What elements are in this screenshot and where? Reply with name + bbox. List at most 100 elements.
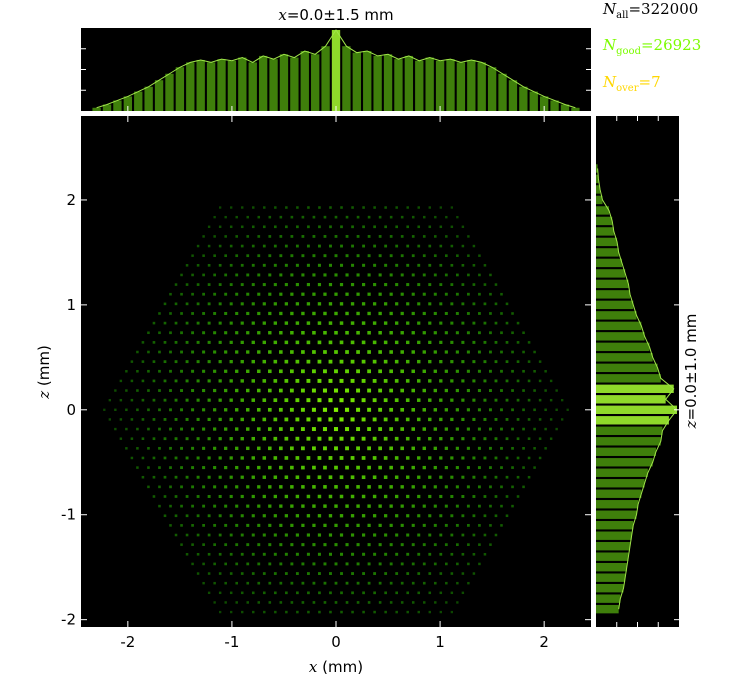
heatmap-spot	[218, 514, 222, 518]
heatmap-spot	[334, 215, 338, 219]
heatmap-spot	[251, 359, 255, 364]
heatmap-spot	[362, 591, 365, 595]
heatmap-spot	[494, 283, 498, 286]
heatmap-spot	[163, 456, 167, 460]
heatmap-spot	[455, 350, 459, 354]
heatmap-spot	[202, 485, 206, 489]
heatmap-spot	[406, 533, 410, 537]
heatmap-spot	[323, 562, 327, 566]
heatmap-spot	[174, 321, 178, 325]
heatmap-spot	[428, 436, 432, 441]
heatmap-spot	[141, 398, 145, 402]
heatmap-spot	[306, 552, 310, 556]
heatmap-spot	[273, 244, 277, 248]
heatmap-spot	[191, 273, 194, 277]
heatmap-spot	[467, 543, 470, 546]
heatmap-spot	[323, 311, 327, 316]
heatmap-spot	[125, 408, 128, 412]
heatmap-spot	[295, 494, 300, 499]
heatmap-spot	[262, 244, 266, 248]
heatmap-spot	[417, 206, 420, 209]
heatmap-spot	[477, 369, 481, 373]
top-histogram-bar	[196, 59, 205, 111]
heatmap-spot	[207, 495, 211, 498]
heatmap-spot	[273, 533, 277, 537]
heatmap-spot	[483, 456, 487, 460]
heatmap-spot	[213, 312, 217, 315]
heatmap-spot	[472, 283, 476, 286]
heatmap-spot	[411, 292, 415, 296]
heatmap-spot	[267, 407, 272, 412]
top-histogram-bar	[373, 55, 382, 111]
heatmap-spot	[278, 388, 283, 393]
heatmap-spot	[240, 321, 244, 325]
heatmap-spot	[439, 398, 443, 402]
x-tick-label: -2	[120, 633, 135, 651]
heatmap-spot	[367, 465, 371, 470]
heatmap-spot	[180, 504, 183, 508]
top-histogram-bar	[487, 67, 497, 111]
heatmap-spot	[334, 446, 338, 451]
heatmap-spot	[202, 543, 205, 546]
heatmap-spot	[455, 292, 459, 296]
heatmap-spot	[306, 340, 311, 345]
heatmap-spot	[394, 436, 399, 441]
right-histogram-bar	[596, 248, 619, 257]
heatmap-spot	[461, 360, 465, 364]
heatmap-spot	[295, 398, 300, 403]
heatmap-spot	[229, 514, 233, 518]
heatmap-spot	[444, 254, 448, 258]
heatmap-spot	[290, 523, 294, 527]
heatmap-spot	[246, 235, 250, 238]
heatmap-spot	[328, 475, 333, 480]
heatmap-spot	[246, 504, 250, 508]
heatmap-spot	[196, 437, 200, 441]
heatmap-spot	[317, 552, 321, 556]
heatmap-spot	[196, 244, 200, 248]
heatmap-spot	[450, 321, 454, 325]
heatmap-spot	[400, 504, 404, 508]
heatmap-spot	[340, 610, 343, 614]
heatmap-spot	[394, 456, 399, 460]
heatmap-spot	[289, 388, 294, 393]
heatmap-spot	[196, 360, 200, 364]
heatmap-spot	[312, 254, 316, 258]
heatmap-spot	[114, 427, 117, 431]
heatmap-spot	[289, 427, 294, 431]
heatmap-spot	[251, 340, 255, 345]
heatmap-spot	[218, 321, 222, 325]
heatmap-spot	[307, 225, 310, 229]
heatmap-spot	[311, 427, 316, 432]
heatmap-spot	[400, 369, 404, 374]
heatmap-spot	[500, 389, 503, 392]
heatmap-spot	[345, 485, 349, 489]
heatmap-spot	[494, 340, 498, 344]
heatmap-spot	[428, 456, 432, 460]
heatmap-spot	[395, 552, 399, 556]
y-tick-label: 2	[66, 191, 76, 209]
heatmap-spot	[300, 427, 305, 432]
top-histogram-bar	[311, 54, 320, 111]
heatmap-spot	[246, 311, 250, 316]
heatmap-spot	[361, 533, 366, 537]
heatmap-spot	[284, 244, 288, 248]
heatmap-spot	[329, 244, 332, 248]
heatmap-spot	[207, 591, 211, 595]
heatmap-spot	[295, 244, 299, 248]
heatmap-spot	[389, 292, 393, 296]
heatmap-spot	[428, 283, 432, 287]
top-histogram-bar	[206, 62, 216, 111]
heatmap-spot	[213, 466, 217, 470]
heatmap-spot	[494, 533, 498, 537]
heatmap-spot	[455, 523, 459, 527]
heatmap-spot	[450, 475, 454, 479]
heatmap-spot	[478, 504, 481, 508]
heatmap-spot	[334, 504, 338, 508]
heatmap-spot	[434, 235, 437, 238]
heatmap-spot	[213, 562, 216, 566]
heatmap-spot	[489, 543, 492, 546]
heatmap-spot	[455, 427, 459, 431]
heatmap-spot	[389, 407, 394, 412]
heatmap-spot	[334, 581, 338, 585]
heatmap-spot	[158, 369, 161, 373]
